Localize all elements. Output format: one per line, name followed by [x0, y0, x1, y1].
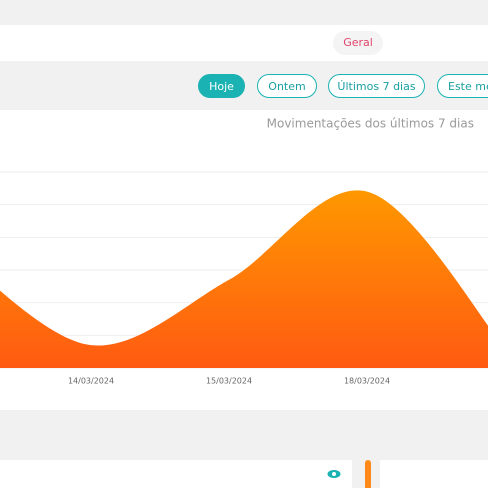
bottom-card: [0, 460, 352, 488]
x-tick-label: 15/03/2024: [206, 377, 252, 386]
period-button[interactable]: Últimos 7 dias: [328, 74, 425, 98]
period-button[interactable]: Este mê: [437, 74, 488, 98]
bottom-card: [380, 460, 488, 488]
x-tick-label: 14/03/2024: [68, 377, 114, 386]
chart-title: Movimentações dos últimos 7 dias: [267, 117, 474, 131]
period-button[interactable]: Hoje: [198, 74, 245, 98]
x-tick-label: 18/03/2024: [344, 377, 390, 386]
accent-bar: [365, 460, 371, 488]
period-button[interactable]: Ontem: [257, 74, 317, 98]
filter-bar: Geral: [0, 25, 488, 61]
area: [0, 190, 488, 368]
eye-icon[interactable]: [327, 469, 341, 479]
filter-pill[interactable]: Geral: [333, 31, 383, 55]
